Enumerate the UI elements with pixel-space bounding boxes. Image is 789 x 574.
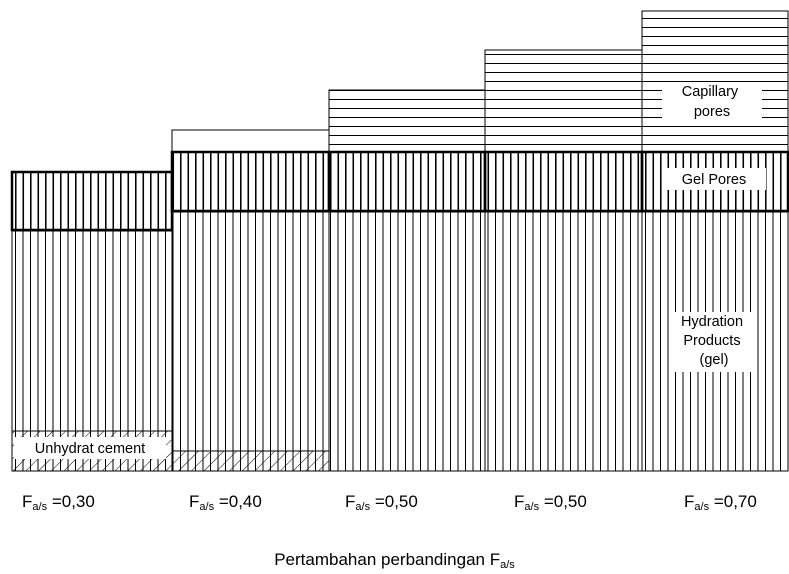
unhydrat-cement-label-bg — [14, 437, 166, 459]
unhydrat-cement-block — [171, 450, 330, 472]
f-subscript: a/s — [355, 501, 371, 513]
column-3 — [327, 89, 487, 472]
hydration-products-block — [171, 211, 330, 472]
f-value: =0,70 — [713, 492, 757, 511]
column-label-4: Fa/s =0,50 — [514, 492, 587, 513]
f-value: =0,30 — [51, 492, 95, 511]
f-symbol: F — [189, 492, 200, 511]
hydration-products-block — [328, 211, 486, 472]
capillary-pores-label-bg — [662, 82, 762, 120]
f-value: =0,40 — [218, 492, 262, 511]
gel-pores-block — [327, 150, 487, 213]
axis-title-subscript: a/s — [500, 559, 515, 571]
gel-pores-block — [483, 150, 644, 213]
column-label-5: Fa/s =0,70 — [684, 492, 757, 513]
gel-pores-block — [170, 150, 331, 213]
column-5 — [640, 10, 789, 472]
column-2 — [170, 129, 331, 472]
capillary-pores-line-2: pores — [694, 104, 730, 120]
column-label-1: Fa/s =0,30 — [22, 492, 95, 513]
gel-pores-block — [10, 170, 174, 232]
f-symbol: F — [22, 492, 33, 511]
capillary-pores-block — [328, 89, 486, 153]
capillary-pores-block — [171, 129, 330, 153]
f-value: =0,50 — [543, 492, 587, 511]
f-value: =0,50 — [374, 492, 418, 511]
hydration-products-line-3: (gel) — [699, 352, 728, 368]
f-symbol: F — [514, 492, 525, 511]
f-symbol: F — [345, 492, 356, 511]
column-1 — [10, 170, 174, 472]
hydration-products-block — [484, 211, 643, 472]
column-label-2: Fa/s =0,40 — [189, 492, 262, 513]
hydration-products-line-1: Hydration — [681, 314, 743, 330]
f-subscript: a/s — [32, 501, 48, 513]
gel-pores-label-bg — [662, 168, 766, 190]
f-symbol: F — [684, 492, 695, 511]
capillary-pores-line-1: Capillary — [682, 84, 739, 100]
capillary-pores-block — [484, 49, 643, 153]
axis-title-text: Pertambahan perbandingan F — [274, 550, 501, 569]
hydration-products-label-bg — [672, 312, 756, 372]
capillary-pores-label: Capillary pores — [682, 84, 742, 120]
column-label-3: Fa/s =0,50 — [345, 492, 418, 513]
f-subscript: a/s — [199, 501, 215, 513]
hydration-products-line-2: Products — [683, 333, 740, 349]
gel-pores-label: Gel Pores — [682, 172, 746, 188]
unhydrat-cement-label: Unhydrat cement — [35, 441, 145, 457]
f-subscript: a/s — [694, 501, 710, 513]
hydration-products-label: Hydration Products (gel) — [681, 314, 747, 368]
f-subscript: a/s — [524, 501, 540, 513]
capillary-pores-block — [641, 10, 789, 153]
column-4 — [483, 49, 644, 472]
axis-title: Pertambahan perbandingan Fa/s — [0, 550, 789, 571]
